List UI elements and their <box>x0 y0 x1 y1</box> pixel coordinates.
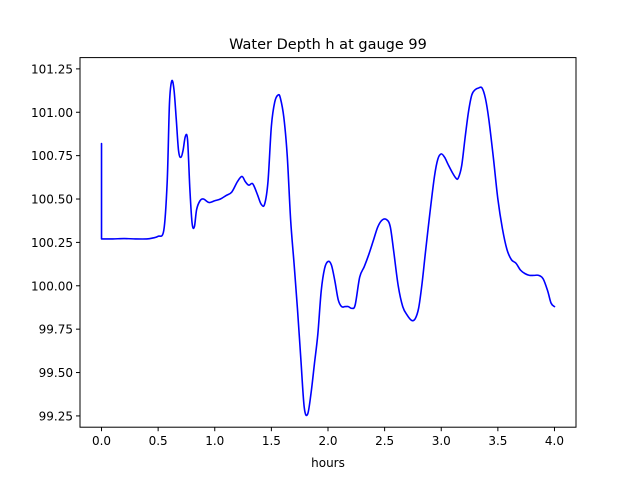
y-tick-label: 100.25 <box>31 236 73 250</box>
y-tick-label: 100.00 <box>31 279 73 293</box>
y-tick-label: 101.00 <box>31 106 73 120</box>
series-layer <box>100 79 556 417</box>
plot-area-frame <box>79 57 577 428</box>
y-axis-ticks: 99.25 99.50 99.75 100.00 100.25 100.50 100.75 1… <box>31 62 80 423</box>
x-tick-label: 0.0 <box>92 434 111 448</box>
x-tick-label: 3.0 <box>432 434 451 448</box>
x-tick-label: 4.0 <box>545 434 564 448</box>
y-tick-label: 101.25 <box>31 62 73 76</box>
y-tick-label: 100.50 <box>31 193 73 207</box>
x-tick-label: 1.5 <box>262 434 281 448</box>
x-tick-label: 1.0 <box>205 434 224 448</box>
y-tick-label: 99.50 <box>39 366 73 380</box>
x-axis-label: hours <box>311 456 345 470</box>
x-tick-label: 0.5 <box>149 434 168 448</box>
x-tick-label: 3.5 <box>488 434 507 448</box>
y-tick-label: 99.25 <box>39 409 73 423</box>
x-tick-label: 2.5 <box>375 434 394 448</box>
y-tick-label: 100.75 <box>31 149 73 163</box>
chart-title: Water Depth h at gauge 99 <box>229 37 427 53</box>
series-line-0 <box>100 79 556 417</box>
y-tick-label: 99.75 <box>39 323 73 337</box>
x-tick-label: 2.0 <box>318 434 337 448</box>
x-axis-ticks: 0.0 0.5 1.0 1.5 2.0 2.5 3.0 3.5 4.0 <box>92 427 564 448</box>
